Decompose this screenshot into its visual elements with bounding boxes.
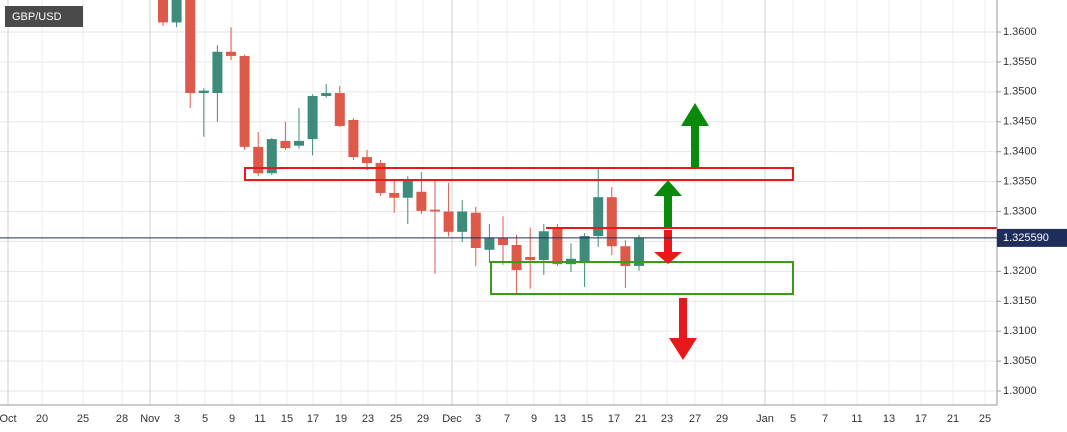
x-tick-label: 7 [504,413,510,425]
y-tick-label: 1.3350 [1003,175,1037,187]
candle-body [634,237,644,266]
x-tick-label: 9 [229,413,235,425]
last-price-label: 1.325590 [1003,232,1049,244]
x-tick-label: 25 [390,413,402,425]
x-tick-label: 17 [915,413,927,425]
arrow-up [654,180,682,228]
y-tick-label: 1.3000 [1003,385,1037,397]
candle-body [266,139,277,174]
y-tick-label: 1.3500 [1003,86,1037,98]
x-tick-label: 11 [254,413,265,425]
x-tick-label: 15 [281,413,293,425]
candle-body [525,256,536,260]
candle-body [620,246,631,266]
candle-body [321,93,332,97]
candle-body [552,228,563,265]
arrow-down [669,298,697,360]
arrow-up [681,103,709,168]
candle-body [430,209,440,212]
x-tick-label: 13 [883,413,895,425]
symbol-box [5,6,83,27]
x-tick-label: 25 [77,413,89,425]
last-price-box [997,228,1067,247]
candle-body [389,192,400,198]
candle-body [375,163,386,193]
candle-body [579,236,590,262]
x-tick-label: 29 [417,413,429,425]
candle-body [280,140,291,149]
x-tick-label: 25 [979,413,991,425]
x-tick-label: 15 [581,413,593,425]
x-tick-label: 3 [174,413,180,425]
y-tick-label: 1.3200 [1003,265,1037,277]
x-tick-label: 21 [947,413,959,425]
candle-body [198,90,209,94]
x-tick-label: 27 [689,413,701,425]
y-tick-label: 1.3600 [1003,26,1037,38]
x-tick-label: 5 [202,413,208,425]
candle-body [606,197,617,247]
x-tick-label: 28 [116,413,128,425]
candle-body [402,179,413,198]
annotations [244,103,997,360]
x-tick-label: Dec [442,413,462,425]
resistance-zone [244,167,794,181]
x-tick-label: 23 [661,413,673,425]
candle-body [538,231,549,260]
x-tick-label: 20 [36,413,48,425]
candle-body [307,96,318,140]
y-tick-label: 1.3050 [1003,355,1037,367]
y-tick-label: 1.3300 [1003,205,1037,217]
y-tick-label: 1.3100 [1003,325,1037,337]
x-tick-label: 3 [475,413,481,425]
y-tick-label: 1.3400 [1003,146,1037,158]
y-tick-label: 1.3450 [1003,116,1037,128]
candle-body [484,237,495,250]
candle-body [348,119,359,158]
candles [158,0,644,293]
candle-body [253,146,264,174]
x-tick-label: 7 [822,413,828,425]
candle-body [470,212,481,249]
x-tick-label: 11 [851,413,862,425]
candle-body [239,55,250,147]
candle-body [158,0,168,23]
candle-body [511,245,522,271]
candle-body [212,51,223,94]
x-tick-label: 19 [335,413,347,425]
x-tick-label: 21 [635,413,647,425]
x-tick-label: Oct [0,413,17,425]
candle-body [171,0,182,23]
grid [0,0,997,405]
x-tick-label: 17 [307,413,319,425]
y-tick-label: 1.3550 [1003,56,1037,68]
support-zone [490,261,794,295]
x-tick-label: Nov [140,413,160,425]
candle-body [226,51,236,56]
x-tick-label: 13 [554,413,566,425]
y-tick-label: 1.3150 [1003,295,1037,307]
x-tick-label: 29 [716,413,728,425]
candle-body [294,140,304,146]
candle-body [498,237,508,246]
candle-body [362,157,372,164]
candle-body [593,197,604,237]
candle-body [416,191,427,211]
symbol: GBP/USD [12,11,62,23]
x-tick-label: 5 [790,413,796,425]
candle-body [443,211,454,232]
arrow-down [654,230,682,264]
candle-body [457,211,468,232]
candle-body [185,0,196,94]
x-tick-label: 23 [362,413,374,425]
x-tick-label: 9 [531,413,537,425]
x-tick-label: 17 [608,413,620,425]
x-tick-label: Jan [756,413,774,425]
candle-body [334,93,345,126]
